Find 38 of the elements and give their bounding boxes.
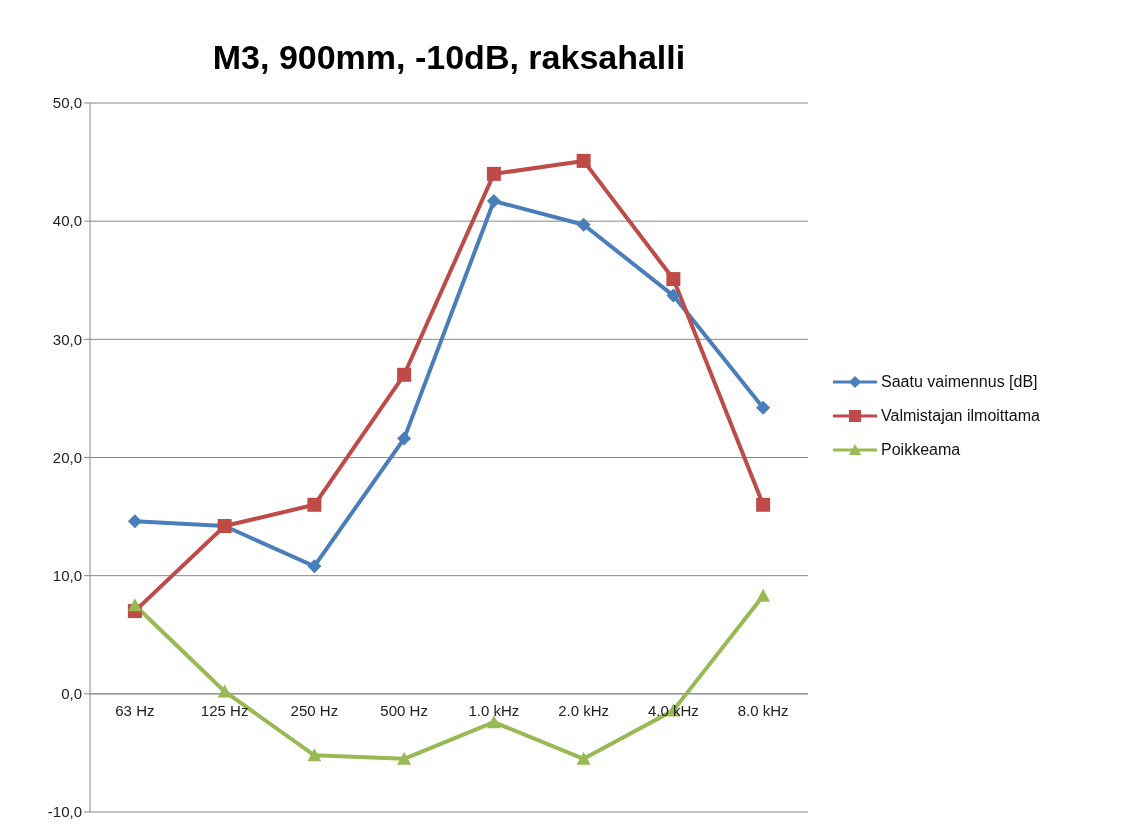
point bbox=[576, 751, 591, 765]
y-tick-label: -10,0 bbox=[47, 803, 82, 821]
point bbox=[666, 288, 681, 303]
point bbox=[576, 153, 591, 168]
point bbox=[397, 367, 412, 382]
point bbox=[397, 751, 412, 765]
point bbox=[756, 497, 771, 512]
chart-title: M3, 900mm, -10dB, raksahalli bbox=[211, 38, 687, 77]
point bbox=[307, 748, 322, 762]
x-tick-label: 500 Hz bbox=[380, 701, 428, 719]
point bbox=[397, 431, 412, 446]
point bbox=[756, 588, 771, 602]
x-tick-label: 63 Hz bbox=[115, 701, 155, 719]
y-tick-label: 0,0 bbox=[61, 685, 82, 703]
x-tick-label: 1.0 kHz bbox=[468, 701, 520, 719]
point bbox=[486, 166, 501, 181]
point bbox=[486, 715, 501, 729]
legend-label: Saatu vaimennus [dB] bbox=[881, 371, 1038, 392]
point bbox=[666, 272, 681, 287]
y-tick-label: 20,0 bbox=[52, 448, 82, 466]
x-tick-label: 8.0 kHz bbox=[737, 701, 789, 719]
point bbox=[217, 684, 232, 698]
point bbox=[756, 400, 771, 415]
point bbox=[576, 217, 591, 232]
point bbox=[307, 559, 322, 574]
x-tick-label: 2.0 kHz bbox=[558, 701, 610, 719]
point bbox=[127, 514, 142, 529]
legend-label: Valmistajan ilmoittama bbox=[881, 405, 1040, 426]
y-tick-label: 10,0 bbox=[52, 566, 82, 584]
point bbox=[307, 497, 322, 512]
legend-label: Poikkeama bbox=[881, 439, 961, 460]
y-tick-label: 50,0 bbox=[52, 94, 82, 112]
x-tick-label: 250 Hz bbox=[290, 701, 339, 719]
x-tick-label: 125 Hz bbox=[200, 701, 249, 719]
y-tick-label: 40,0 bbox=[52, 212, 82, 230]
point bbox=[486, 194, 501, 209]
y-tick-label: 30,0 bbox=[52, 330, 82, 348]
point bbox=[127, 598, 142, 612]
